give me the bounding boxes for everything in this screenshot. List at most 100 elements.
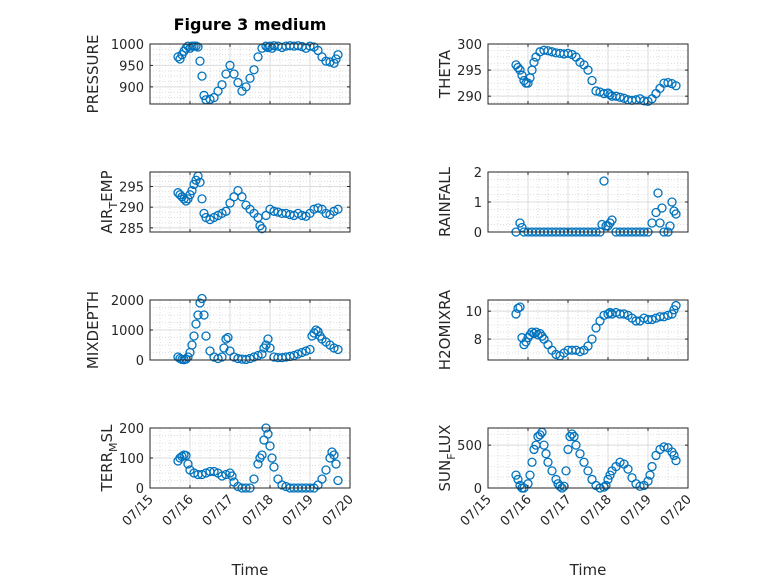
y-axis-label-subscript: M — [107, 442, 120, 452]
data-point — [331, 54, 341, 64]
data-point — [651, 207, 661, 218]
data-point — [331, 459, 341, 469]
axes-box — [487, 43, 689, 105]
data-point — [513, 474, 523, 485]
data-point — [591, 323, 601, 333]
data-point — [197, 71, 207, 81]
data-point — [575, 346, 585, 357]
data-point — [569, 431, 579, 442]
data-point — [195, 56, 205, 66]
data-point — [189, 331, 199, 341]
figure-title: Figure 3 medium — [174, 15, 327, 34]
data-point — [647, 461, 657, 472]
data-point — [223, 332, 233, 343]
data-point — [195, 298, 205, 308]
data-point — [213, 86, 223, 96]
y-tick-label: 950 — [119, 59, 144, 74]
y-axis-label: H2OMIXRA — [436, 289, 454, 370]
y-tick-label: 285 — [119, 222, 144, 237]
y-axis-label: MIXDEPTH — [84, 291, 102, 369]
data-point — [245, 353, 255, 364]
y-tick-label: 295 — [119, 180, 144, 195]
data-point — [523, 78, 533, 88]
data-point — [529, 328, 539, 339]
data-point — [603, 474, 613, 485]
data-point — [583, 65, 593, 75]
data-point — [599, 176, 609, 186]
y-axis-label: PRESSURE — [84, 35, 102, 114]
y-axis-label-part: THETA — [436, 49, 454, 99]
data-point — [191, 319, 201, 329]
data-point — [209, 466, 219, 477]
data-point — [329, 343, 339, 353]
data-point — [197, 194, 207, 204]
data-point — [265, 343, 275, 353]
y-tick-label: 1000 — [111, 38, 144, 53]
data-point — [301, 346, 311, 356]
data-point — [529, 57, 539, 67]
data-point — [257, 349, 267, 359]
data-point — [599, 88, 609, 99]
data-point — [333, 344, 343, 355]
data-point — [193, 310, 203, 320]
y-axis-label-part: MIXDEPTH — [84, 291, 102, 369]
data-point — [293, 349, 303, 359]
data-point — [605, 89, 615, 100]
data-point — [513, 62, 523, 73]
axes-box — [149, 171, 351, 233]
y-axis-label-subscript: F — [445, 453, 458, 459]
data-point — [329, 58, 339, 68]
data-point — [183, 459, 193, 469]
data-point — [515, 218, 525, 228]
data-point — [587, 75, 597, 86]
data-point — [579, 457, 589, 467]
data-point — [565, 431, 575, 442]
data-point — [555, 481, 565, 491]
y-axis-label-part: RAINFALL — [436, 166, 454, 237]
data-point — [615, 92, 625, 102]
data-point — [665, 221, 675, 231]
y-axis-label: THETA — [436, 49, 454, 99]
data-point — [605, 307, 615, 318]
y-tick-label: 900 — [119, 81, 144, 96]
data-point — [187, 185, 197, 196]
data-point — [671, 300, 681, 311]
y-axis-label-part: H2OMIXRA — [436, 289, 454, 370]
data-point — [197, 469, 207, 480]
data-point — [561, 466, 571, 476]
subplot-5: 0 1000 2000 MIXDEPTH — [84, 291, 351, 369]
data-point — [313, 326, 323, 337]
y-tick-label: 0 — [474, 482, 482, 497]
y-axis-label-part: PRESSURE — [84, 35, 102, 114]
y-axis-label-part: EMP — [98, 170, 116, 201]
y-axis-label: RAINFALL — [436, 166, 454, 237]
data-point — [317, 474, 327, 484]
data-point — [313, 45, 323, 56]
data-point — [237, 192, 247, 202]
data-point — [659, 312, 669, 322]
y-tick-label: 200 — [119, 422, 144, 437]
data-point — [591, 86, 601, 96]
data-point — [667, 197, 677, 207]
data-point — [181, 450, 191, 461]
data-point — [635, 481, 645, 491]
data-point — [583, 341, 593, 351]
data-point — [601, 480, 611, 491]
y-tick-label: 1 — [474, 196, 482, 211]
y-tick-label: 290 — [457, 90, 482, 105]
data-point — [257, 450, 267, 460]
y-tick-label: 100 — [119, 452, 144, 467]
data-point — [587, 334, 597, 344]
y-axis-label-part: SUN — [436, 460, 454, 492]
axes-box — [487, 427, 689, 489]
data-point — [645, 470, 655, 480]
data-point — [233, 77, 243, 88]
data-point — [183, 352, 193, 362]
data-point — [519, 340, 529, 350]
y-tick-label: 0 — [136, 482, 144, 497]
data-point — [515, 302, 525, 312]
y-tick-label: 0 — [474, 226, 482, 241]
data-point — [201, 331, 211, 341]
